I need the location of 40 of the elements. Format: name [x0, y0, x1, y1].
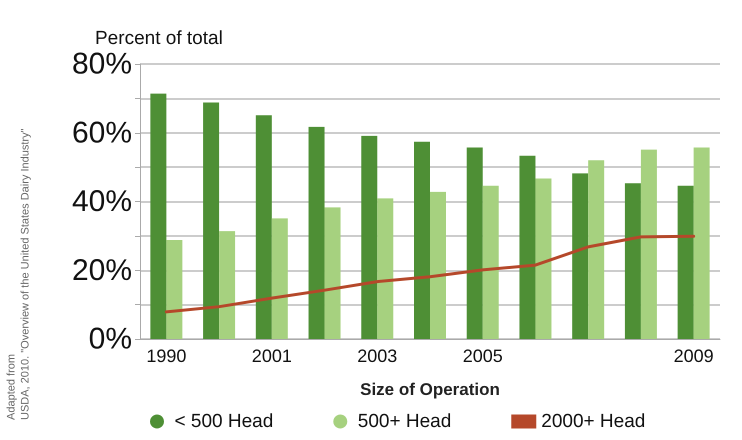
x-tick-label: 2009	[674, 346, 714, 366]
bar	[166, 240, 182, 339]
bar	[572, 173, 588, 339]
bar	[678, 186, 694, 339]
x-tick-label: 1990	[146, 346, 186, 366]
line-series	[164, 234, 696, 314]
bar	[430, 192, 446, 339]
bar	[203, 102, 220, 339]
bar	[361, 136, 378, 339]
bar	[308, 126, 325, 339]
bar	[414, 142, 430, 339]
bar	[219, 231, 236, 339]
bar	[272, 218, 288, 339]
text: Adapted from	[6, 354, 18, 420]
y-tick-label: 20%	[72, 254, 132, 287]
bar	[482, 186, 499, 339]
bar	[377, 198, 394, 339]
bar	[694, 148, 710, 339]
bar	[256, 115, 272, 339]
bar	[588, 160, 604, 339]
bar	[640, 150, 657, 339]
bar	[466, 148, 483, 339]
y-axis-title: Percent of total	[95, 28, 223, 49]
bar	[519, 156, 536, 339]
bar	[624, 183, 641, 339]
bar	[150, 94, 166, 339]
y-tick-label: 40%	[72, 185, 132, 218]
x-tick-label: 2003	[357, 346, 398, 366]
bar	[535, 178, 552, 339]
y-tick-label: 60%	[72, 116, 132, 150]
y-tick-label: 80%	[72, 48, 132, 80]
bar	[324, 207, 341, 339]
y-tick-label: 0%	[88, 322, 132, 356]
legend-label: 500+ Head	[358, 411, 452, 432]
x-tick-label: 2005	[462, 346, 503, 366]
legend-label: < 500 Head	[174, 411, 274, 432]
x-tick-label: 2001	[252, 346, 292, 366]
legend-label: 2000+ Head	[541, 411, 646, 432]
text: USDA, 2010. "Overview of the United States Dairy Industry"	[20, 128, 32, 420]
x-axis-title: Size of Operation	[360, 380, 500, 399]
